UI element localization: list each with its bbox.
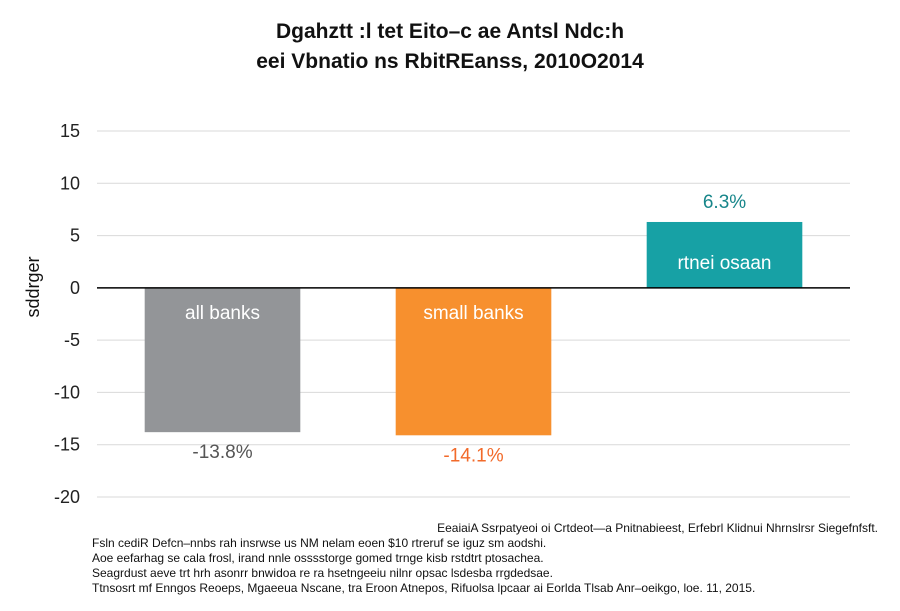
chart: Dgahztt :l tet Eito–c ae Antsl Ndc:h eei… <box>23 20 850 507</box>
bar-category-label: rtnei osaan <box>677 253 771 274</box>
y-tick-label: -5 <box>64 330 80 350</box>
source-note: EeaiaiA Ssrpatyeoi oi Crtdeot—a Pnitnabi… <box>437 521 878 535</box>
y-tick-label: 15 <box>60 121 80 141</box>
footnote-line: Fsln cediR Defcn–nnbs rah insrwse us NM … <box>92 536 547 550</box>
footnote-line: Aoe eefarhag se cala frosl, irand nnle o… <box>92 551 544 565</box>
y-tick-label: 5 <box>70 226 80 246</box>
footnote-line: Seagrdust aeve trt hrh asonrr bnwidoa re… <box>92 566 553 580</box>
bar <box>395 287 552 436</box>
bar-value-label: -14.1% <box>443 445 503 466</box>
bar <box>646 221 803 288</box>
bar <box>144 287 301 433</box>
bar-category-label: small banks <box>423 303 523 324</box>
chart-title-line-2: eei Vbnatio ns RbitREanss, 2010O2014 <box>256 50 644 73</box>
bars <box>144 221 803 436</box>
bar-value-label: 6.3% <box>703 192 746 213</box>
chart-footer: EeaiaiA Ssrpatyeoi oi Crtdeot—a Pnitnabi… <box>92 521 892 596</box>
y-tick-label: -20 <box>54 487 80 507</box>
y-axis-label: sddrger <box>23 256 43 317</box>
y-tick-label: 10 <box>60 173 80 193</box>
footnote-line: Ttnsosrt mf Enngos Reoeps, Mgaeeua Nscan… <box>92 581 756 595</box>
bar-category-label: all banks <box>185 303 260 324</box>
chart-title-line-1: Dgahztt :l tet Eito–c ae Antsl Ndc:h <box>276 20 624 43</box>
y-tick-label: 0 <box>70 278 80 298</box>
y-tick-label: -10 <box>54 382 80 402</box>
y-axis-ticks: 15 10 5 0 -5 -10 -15 -20 <box>54 121 80 507</box>
y-tick-label: -15 <box>54 435 80 455</box>
bar-labels: all banks -13.8% small banks -14.1% rtnei os… <box>185 192 772 466</box>
bar-value-label: -13.8% <box>192 442 252 463</box>
